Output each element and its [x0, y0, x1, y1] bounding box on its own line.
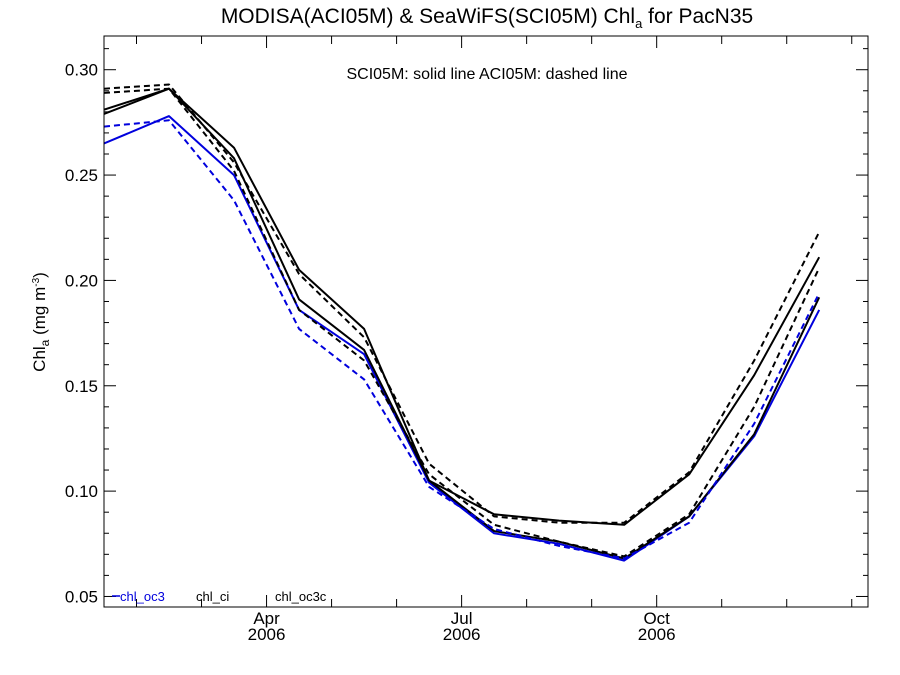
x-tick-label-month: Apr	[253, 609, 280, 628]
series-line-chl-oc3c-dashed	[104, 83, 821, 524]
ylabel-end: )	[30, 272, 49, 278]
y-tick-label: 0.15	[65, 377, 98, 396]
x-tick-label-year: 2006	[638, 625, 676, 644]
chart-title: MODISA(ACI05M) & SeaWiFS(SCI05M) Chla fo…	[221, 5, 753, 31]
series-layer	[104, 83, 821, 562]
title-tail: for PacN35	[642, 5, 753, 28]
series-line-chl-ci-dashed	[104, 87, 821, 558]
x-tick-label-month: Jul	[451, 609, 473, 628]
series-line-chl-oc3-dashed	[104, 119, 821, 560]
ylabel-subscript: a	[38, 339, 52, 346]
plot-frame	[103, 35, 869, 608]
legend-label-chl-oc3: chl_oc3	[120, 589, 165, 604]
ylabel-mid: (mg m	[30, 287, 49, 340]
axes-layer: 0.050.100.150.200.250.30Apr2006Jul2006Oc…	[65, 35, 869, 644]
legend: chl_oc3 chl_ci chl_oc3c	[112, 589, 327, 604]
x-tick-label-year: 2006	[443, 625, 481, 644]
title-main: MODISA(ACI05M) & SeaWiFS(SCI05M) Chl	[221, 5, 635, 28]
series-line-chl-oc3-solid	[104, 115, 821, 562]
ylabel-superscript: -3	[31, 277, 42, 286]
legend-label-chl-ci: chl_ci	[196, 589, 229, 604]
y-axis-label: Chla (mg m-3)	[30, 272, 52, 372]
title-subscript: a	[635, 16, 643, 31]
series-line-chl-oc3c-solid	[104, 87, 821, 526]
y-tick-label: 0.25	[65, 166, 98, 185]
series-line-chl-ci-solid	[104, 87, 821, 560]
x-tick-label-month: Oct	[643, 609, 670, 628]
y-tick-label: 0.30	[65, 61, 98, 80]
legend-label-chl-oc3c: chl_oc3c	[275, 589, 327, 604]
ylabel-main: Chl	[30, 346, 49, 372]
x-tick-label-year: 2006	[248, 625, 286, 644]
y-tick-label: 0.20	[65, 271, 98, 290]
y-tick-label: 0.10	[65, 482, 98, 501]
line-style-annotation: SCI05M: solid line ACI05M: dashed line	[346, 66, 627, 83]
y-tick-label: 0.05	[65, 587, 98, 606]
